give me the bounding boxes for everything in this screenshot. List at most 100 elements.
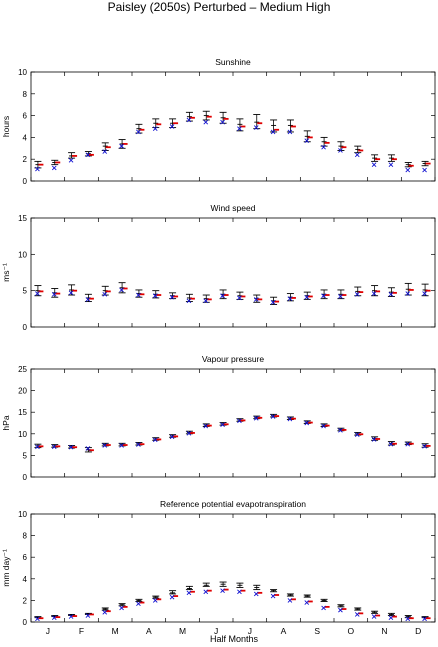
chart-panel-3: Vapour pressure 0 5 10 15 20 25 hPa bbox=[1, 354, 436, 482]
y-tick-label: 2 bbox=[23, 155, 28, 164]
blue-cross-marker bbox=[304, 138, 310, 143]
y-tick-label: 0 bbox=[23, 473, 28, 482]
blue-cross-marker bbox=[422, 616, 427, 622]
blue-cross-marker bbox=[51, 444, 57, 450]
blue-cross-marker bbox=[136, 442, 141, 447]
blue-cross-marker bbox=[253, 297, 259, 302]
blue-cross-marker bbox=[102, 609, 108, 615]
y-tick-label: 4 bbox=[23, 133, 28, 142]
y-axis-label: hPa bbox=[1, 415, 11, 430]
blue-cross-marker bbox=[203, 423, 209, 429]
blue-cross-marker bbox=[85, 613, 91, 618]
y-tick-label: 2 bbox=[23, 596, 28, 605]
y-tick-label: 15 bbox=[18, 408, 27, 417]
blue-cross-marker bbox=[186, 298, 192, 304]
blue-cross-marker bbox=[68, 290, 74, 296]
blue-cross-marker bbox=[35, 166, 40, 172]
y-tick-label: 8 bbox=[23, 532, 28, 541]
blue-cross-marker bbox=[287, 416, 293, 422]
blue-cross-marker bbox=[102, 149, 108, 154]
blue-cross-marker bbox=[119, 443, 124, 448]
y-tick-label: 10 bbox=[18, 68, 27, 77]
blue-cross-marker bbox=[338, 428, 343, 433]
y-tick-label: 4 bbox=[23, 575, 28, 584]
blue-cross-marker bbox=[51, 615, 57, 620]
x-tick-label: S bbox=[314, 626, 320, 636]
y-tick-label: 5 bbox=[23, 451, 28, 460]
blue-cross-marker bbox=[321, 423, 326, 429]
blue-cross-marker bbox=[68, 614, 74, 619]
blue-cross-marker bbox=[220, 293, 225, 299]
blue-cross-marker bbox=[186, 590, 192, 596]
blue-cross-marker bbox=[102, 443, 108, 448]
chart-title: Vapour pressure bbox=[202, 354, 264, 364]
y-tick-label: 10 bbox=[18, 430, 27, 439]
x-tick-label: J bbox=[46, 626, 50, 636]
blue-cross-marker bbox=[220, 422, 225, 428]
blue-cross-marker bbox=[220, 119, 225, 125]
blue-cross-marker bbox=[152, 293, 158, 299]
blue-cross-marker bbox=[35, 444, 40, 450]
blue-cross-marker bbox=[203, 119, 209, 125]
blue-cross-marker bbox=[422, 291, 427, 296]
blue-cross-marker bbox=[405, 441, 411, 447]
blue-cross-marker bbox=[203, 589, 209, 595]
blue-cross-marker bbox=[270, 129, 276, 135]
blue-cross-marker bbox=[152, 126, 158, 131]
blue-cross-marker bbox=[338, 607, 343, 613]
y-tick-label: 5 bbox=[23, 287, 28, 296]
blue-cross-marker bbox=[237, 126, 242, 131]
blue-cross-marker bbox=[405, 167, 411, 173]
y-axis-label: mm day⁻¹ bbox=[1, 549, 11, 587]
x-tick-label: O bbox=[348, 626, 355, 636]
blue-cross-marker bbox=[186, 117, 192, 123]
blue-cross-marker bbox=[270, 299, 276, 305]
blue-cross-marker bbox=[119, 287, 124, 293]
blue-cross-marker bbox=[253, 591, 259, 597]
blue-cross-marker bbox=[51, 165, 57, 171]
blue-cross-marker bbox=[371, 614, 377, 619]
blue-cross-marker bbox=[371, 162, 377, 167]
blue-cross-marker bbox=[186, 431, 192, 436]
blue-cross-marker bbox=[35, 291, 40, 296]
blue-cross-marker bbox=[119, 143, 124, 149]
blue-cross-marker bbox=[405, 291, 411, 296]
x-tick-label: J bbox=[214, 626, 218, 636]
x-tick-label: J bbox=[248, 626, 252, 636]
blue-cross-marker bbox=[136, 601, 141, 606]
y-tick-label: 6 bbox=[23, 553, 28, 562]
blue-cross-marker bbox=[253, 415, 259, 421]
blue-cross-marker bbox=[354, 612, 360, 617]
blue-cross-marker bbox=[422, 444, 427, 449]
y-axis-label: hours bbox=[1, 116, 11, 137]
blue-cross-marker bbox=[338, 148, 343, 153]
blue-cross-marker bbox=[304, 294, 310, 300]
x-tick-label: A bbox=[281, 626, 287, 636]
blue-cross-marker bbox=[68, 444, 74, 450]
blue-cross-marker bbox=[169, 124, 175, 129]
blue-cross-marker bbox=[321, 605, 326, 611]
blue-cross-marker bbox=[388, 291, 394, 297]
blue-cross-marker bbox=[422, 167, 427, 173]
chart-panel-2: Wind speed 0 5 10 15 ms⁻¹ bbox=[1, 203, 436, 332]
x-tick-label: A bbox=[146, 626, 152, 636]
blue-cross-marker bbox=[102, 291, 108, 297]
blue-cross-marker bbox=[287, 129, 293, 135]
blue-cross-marker bbox=[354, 152, 360, 158]
chart-panel-1: Sunshine 0 2 4 6 8 10 hours bbox=[1, 57, 436, 186]
y-tick-label: 10 bbox=[18, 250, 27, 259]
blue-cross-marker bbox=[237, 418, 242, 424]
blue-cross-marker bbox=[237, 295, 242, 301]
blue-cross-marker bbox=[354, 432, 360, 437]
chart-title: Reference potential evapotranspiration bbox=[160, 499, 306, 509]
blue-cross-marker bbox=[388, 615, 394, 620]
blue-cross-marker bbox=[321, 144, 326, 150]
blue-cross-marker bbox=[371, 291, 377, 296]
blue-cross-marker bbox=[270, 414, 276, 419]
plot-frame bbox=[30, 513, 436, 623]
y-tick-label: 0 bbox=[23, 323, 28, 332]
y-tick-label: 10 bbox=[18, 510, 27, 519]
blue-cross-marker bbox=[119, 605, 124, 611]
plot-frame bbox=[30, 217, 436, 328]
chart-title: Wind speed bbox=[211, 203, 256, 213]
